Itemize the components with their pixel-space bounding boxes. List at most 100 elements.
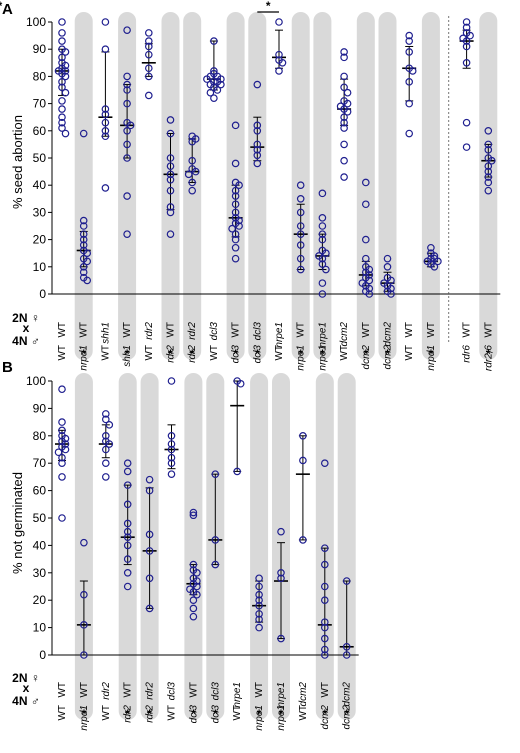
data-point (340, 118, 348, 127)
data-point (430, 262, 439, 271)
data-point (408, 67, 417, 75)
y-tick-label: 90 (33, 42, 47, 56)
data-point (340, 83, 348, 92)
data-point (145, 547, 154, 555)
data-point (101, 127, 110, 135)
data-point (167, 459, 176, 468)
male-genotype-label: nrpe1 (254, 705, 265, 731)
data-point (167, 440, 176, 448)
data-point (236, 379, 245, 388)
significance-star: * (344, 707, 349, 721)
data-point (387, 276, 395, 285)
data-point (322, 249, 330, 258)
data-point (320, 645, 329, 654)
significance-star: * (168, 347, 173, 361)
female-genotype-label: rdr2 (145, 682, 156, 700)
data-point (233, 467, 242, 476)
data-point (184, 170, 193, 179)
y-axis-label-a: % seed abortion (10, 115, 25, 209)
data-point (61, 129, 70, 138)
data-point (277, 634, 285, 643)
data-point (383, 262, 392, 271)
group-band (378, 12, 397, 360)
female-genotype-label: WT (361, 322, 372, 338)
female-genotype-label: WT (122, 322, 133, 338)
male-genotype-label: rdr6 (462, 345, 473, 363)
data-point (318, 279, 327, 287)
data-point (275, 18, 283, 26)
data-point (166, 203, 175, 211)
male-genotype-label: WT (100, 345, 111, 361)
data-point (101, 45, 110, 54)
significance-star: * (147, 707, 152, 721)
female-genotype-label: dcm2 (339, 322, 350, 347)
data-point (231, 230, 240, 238)
female-genotype-label: shh1 (100, 322, 111, 344)
female-genotype-label: dcl3 (210, 682, 221, 701)
data-point (427, 243, 435, 252)
female-genotype-label: dcm2 (342, 682, 353, 707)
data-point (123, 527, 132, 536)
data-point (102, 410, 110, 418)
data-point (79, 262, 88, 271)
data-point (484, 140, 493, 149)
data-point (318, 254, 327, 263)
male-genotype-label: WT (298, 705, 309, 721)
data-point (434, 257, 442, 266)
data-point (101, 105, 110, 113)
panel-label-a: A (2, 1, 13, 18)
data-point (484, 146, 493, 154)
data-point (466, 31, 474, 40)
data-point (235, 181, 243, 190)
data-point (145, 530, 154, 539)
data-point (58, 53, 66, 62)
data-point (299, 456, 307, 465)
male-genotype-label: nrpd1 (426, 345, 437, 371)
data-point (145, 475, 154, 484)
data-point (166, 175, 175, 184)
y-tick-label: 70 (33, 456, 47, 470)
data-point (102, 415, 110, 424)
y-tick-label: 80 (33, 429, 47, 443)
group-band (74, 12, 93, 360)
data-point (340, 48, 348, 56)
significance-star: * (255, 347, 260, 361)
y-tick-label: 10 (33, 260, 47, 274)
y-tick-label: 30 (33, 205, 47, 219)
significance-star: * (125, 347, 130, 361)
panel-label-b: B (2, 359, 13, 376)
data-point (166, 162, 175, 170)
data-point (145, 42, 153, 51)
data-point (231, 159, 240, 168)
female-genotype-label: WT (462, 322, 473, 338)
data-point (484, 167, 493, 176)
male-genotype-label: rdr2 (187, 345, 198, 363)
group-band (74, 373, 93, 720)
data-point (277, 574, 285, 583)
data-point (405, 31, 414, 40)
data-point (255, 590, 263, 599)
data-point (231, 254, 240, 263)
female-genotype-label: dcl3 (209, 322, 220, 341)
panel-b-plot: 0102030405060708090100WTWTWTnrpd1*rdr2WT… (12, 373, 359, 731)
data-point (228, 224, 236, 233)
data-point (145, 64, 153, 73)
y-tick-label: 100 (26, 15, 46, 29)
data-point (123, 86, 131, 94)
data-point (318, 189, 327, 198)
data-point (145, 72, 153, 81)
data-point (105, 440, 114, 448)
data-point (166, 170, 175, 179)
significance-star: * (363, 347, 368, 361)
data-point (253, 121, 262, 130)
data-point (342, 651, 351, 659)
y-tick-label: 20 (33, 593, 47, 607)
male-genotype-label: nrpd1 (79, 345, 90, 371)
data-point (123, 140, 131, 149)
male-genotype-label: nrpe1 (317, 345, 328, 371)
female-genotype-label: rdr2 (187, 322, 198, 340)
data-point (255, 582, 263, 591)
female-genotype-label: WT (404, 322, 415, 338)
data-point (484, 173, 493, 181)
female-genotype-label: WT (483, 322, 494, 338)
